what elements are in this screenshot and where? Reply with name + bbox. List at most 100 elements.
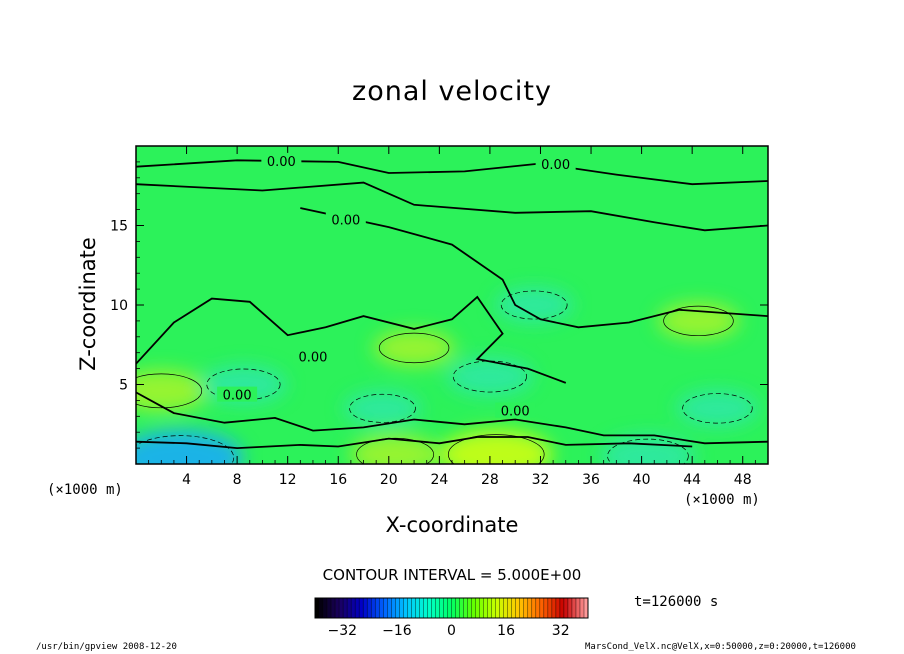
contour-label: 0.00 <box>331 214 360 229</box>
y-tick-label: 15 <box>110 219 128 235</box>
contour-labels: 0.00 0.00 0.00 0.00 0.00 0.00 <box>217 152 576 420</box>
y-axis: 5 10 15 <box>110 161 768 449</box>
colorbar-tick-label: 32 <box>552 623 570 639</box>
contour-line <box>500 290 568 320</box>
colorbar: −32 −16 0 16 32 <box>314 597 589 639</box>
contour-line <box>663 305 734 337</box>
colorbar-tick-label: −16 <box>382 623 412 639</box>
colorbar-cell <box>475 598 480 618</box>
x-axis-label: X-coordinate <box>385 513 519 537</box>
colorbar-cell <box>335 598 340 618</box>
colorbar-cell <box>463 598 468 618</box>
colorbar-cell <box>395 598 400 618</box>
colorbar-cell <box>511 598 517 618</box>
colorbar-cell <box>515 598 521 618</box>
zero-contour-line <box>136 295 567 384</box>
contour-label-background <box>261 152 302 168</box>
colorbar-cell <box>315 598 320 618</box>
x-tick-label: 16 <box>329 472 347 488</box>
contour-interval-label: CONTOUR INTERVAL = 5.000E+00 <box>322 566 582 584</box>
colorbar-cell <box>583 598 589 618</box>
contour-label: 0.00 <box>223 389 252 404</box>
colorbar-cell <box>579 598 585 618</box>
contour-line <box>136 373 203 409</box>
colorbar-tick-label: −32 <box>328 623 358 639</box>
x-tick-label: 8 <box>233 472 242 488</box>
colorbar-cell <box>359 598 364 618</box>
colorbar-cell <box>367 598 372 618</box>
contour-label: 0.00 <box>541 158 570 173</box>
colorbar-cell <box>415 598 420 618</box>
field-feature-negative <box>446 357 534 396</box>
field-feature-positive <box>657 302 740 340</box>
colorbar-frame <box>314 597 589 619</box>
colorbar-cell <box>379 598 384 618</box>
colorbar-cell <box>487 598 492 618</box>
x-unit-label-left: (×1000 m) <box>47 482 123 498</box>
x-tick-label: 36 <box>582 472 600 488</box>
colorbar-cell <box>331 598 336 618</box>
contour-line <box>136 435 235 464</box>
field-feature-negative <box>676 389 759 427</box>
colorbar-cell <box>563 598 569 618</box>
colorbar-cell <box>399 598 404 618</box>
field-feature-negative <box>600 434 696 464</box>
zero-contour-line <box>136 436 693 450</box>
zero-contour-line <box>136 391 768 445</box>
colorbar-cell <box>547 598 553 618</box>
colorbar-tick-label: 16 <box>497 623 515 639</box>
colorbar-cell <box>431 598 436 618</box>
x-tick-label: 24 <box>430 472 448 488</box>
contour-label-background <box>535 156 576 172</box>
colorbar-cell <box>375 598 380 618</box>
colorbar-cell <box>355 598 360 618</box>
footer-program-info: /usr/bin/gpview 2008-12-20 <box>36 642 177 652</box>
colorbar-cell <box>535 598 541 618</box>
y-tick-label: 5 <box>119 378 128 394</box>
x-axis: 4 8 12 16 20 24 28 32 36 40 44 48 <box>148 146 756 488</box>
contour-label-background <box>325 211 366 227</box>
colorbar-cell <box>327 598 332 618</box>
x-tick-label: 32 <box>532 472 550 488</box>
colorbar-cell <box>447 598 452 618</box>
colorbar-cell <box>459 598 464 618</box>
colorbar-cell <box>527 598 533 618</box>
colorbar-cell <box>343 598 348 618</box>
x-unit-label-right: (×1000 m) <box>684 492 760 508</box>
colorbar-cell <box>439 598 444 618</box>
colorbar-cell <box>319 598 324 618</box>
contour-line <box>607 438 689 464</box>
colorbar-cell <box>531 598 537 618</box>
colorbar-cell <box>551 598 557 618</box>
colorbar-cell <box>567 598 573 618</box>
contour-line <box>378 332 450 364</box>
field-feature-positive <box>373 329 456 367</box>
colorbar-cell <box>491 598 496 618</box>
colorbar-cell <box>339 598 344 618</box>
colorbar-cell <box>507 598 513 618</box>
zero-contour-line <box>300 207 768 329</box>
colorbar-cell <box>411 598 416 618</box>
contour-line <box>452 360 527 393</box>
colorbar-cell <box>419 598 424 618</box>
colorbar-cell <box>443 598 448 618</box>
colorbar-cell <box>387 598 392 618</box>
footer-file-info: MarsCond_VelX.nc@VelX,x=0:50000,z=0:2000… <box>585 642 856 652</box>
contour-label-background <box>495 402 536 418</box>
colorbar-cell <box>407 598 412 618</box>
x-tick-label: 28 <box>481 472 499 488</box>
colorbar-cell <box>543 598 549 618</box>
colorbar-cell <box>495 598 500 618</box>
colorbar-cell <box>519 598 525 618</box>
x-tick-label: 4 <box>182 472 191 488</box>
colorbar-cell <box>467 598 472 618</box>
colorbar-cell <box>539 598 545 618</box>
field-feature-positive <box>349 434 441 464</box>
x-tick-label: 44 <box>683 472 701 488</box>
colorbar-cell <box>347 598 352 618</box>
field-feature-negative <box>343 390 422 426</box>
colorbar-cell <box>363 598 368 618</box>
colorbar-cell <box>571 598 577 618</box>
colorbar-cell <box>455 598 460 618</box>
y-tick-label: 10 <box>110 298 128 314</box>
